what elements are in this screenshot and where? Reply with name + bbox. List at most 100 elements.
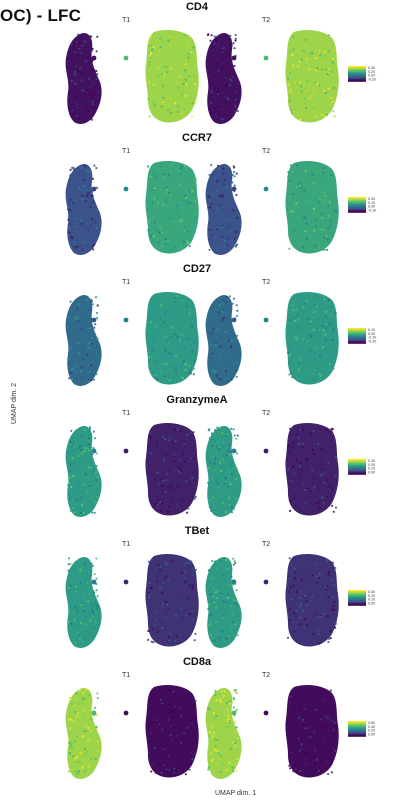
cell-point [211, 757, 214, 760]
cell-point [233, 350, 236, 353]
cell-point [312, 378, 315, 382]
colorbar-step [348, 727, 366, 729]
cell-point [328, 763, 331, 766]
cell-point [179, 328, 182, 331]
cell-point [320, 592, 323, 596]
cell-point [298, 606, 302, 609]
cell-point [334, 622, 337, 625]
cell-point [164, 561, 167, 564]
cell-point [162, 456, 165, 459]
cell-point [77, 371, 80, 374]
cell-point [148, 452, 151, 455]
cell-point [79, 67, 82, 70]
cell-point [319, 219, 322, 222]
cell-point [79, 569, 82, 573]
cell-point [81, 198, 84, 201]
cell-point [87, 443, 90, 446]
cell-point [228, 101, 231, 104]
umap-left-cluster [205, 32, 242, 124]
colorbar-step [348, 590, 366, 592]
cell-point [221, 763, 224, 766]
cell-point [324, 37, 327, 40]
cell-point [148, 581, 151, 584]
cell-point [187, 597, 190, 600]
cell-point [217, 105, 220, 108]
cell-point [76, 302, 79, 305]
cell-point [79, 638, 82, 641]
cell-point [190, 560, 193, 563]
cell-point [88, 342, 91, 345]
cell-point [95, 50, 98, 53]
cell-point [332, 367, 335, 371]
cell-point [81, 249, 84, 252]
panel-label-t1: T1 [122, 17, 130, 24]
cell-point [92, 627, 95, 630]
cell-point [182, 200, 186, 203]
cell-point [183, 732, 186, 735]
cell-point [300, 90, 303, 93]
cell-point [174, 296, 177, 299]
cell-point [182, 377, 185, 380]
cell-point [208, 173, 211, 176]
cell-point [289, 695, 292, 698]
cell-point [221, 310, 224, 313]
cell-point [214, 378, 217, 381]
cell-point [228, 224, 231, 227]
cell-point [92, 446, 95, 449]
cell-point [147, 97, 150, 100]
cell-point [148, 219, 151, 222]
colorbar-legend: 0.400.200.00-0.20 [348, 66, 376, 82]
cell-point [214, 113, 217, 116]
satellite-cluster [91, 448, 97, 454]
cell-point [326, 559, 329, 562]
cell-point [312, 429, 315, 433]
cell-point [236, 614, 239, 617]
cell-point [158, 49, 161, 52]
cell-point [327, 596, 330, 599]
cell-point [187, 34, 190, 37]
cell-point [222, 445, 225, 448]
cell-point [151, 704, 154, 707]
cell-point [320, 201, 323, 204]
cell-point [67, 557, 71, 560]
cell-point [192, 367, 195, 370]
cell-point [73, 610, 76, 613]
cell-point [317, 642, 320, 645]
cell-point [73, 91, 76, 94]
cell-point [211, 735, 214, 738]
cell-point [235, 375, 238, 378]
cell-point [325, 68, 328, 71]
cell-point [296, 590, 299, 593]
cell-point [317, 563, 320, 567]
cell-point [192, 574, 195, 577]
colorbar-step [348, 734, 366, 736]
cell-point [164, 576, 167, 579]
cell-point [213, 639, 216, 642]
cell-point [91, 245, 94, 248]
row-title: GranzymeA [166, 394, 227, 406]
cell-point [178, 466, 181, 469]
cell-point [191, 584, 194, 587]
cell-point [73, 46, 76, 49]
cell-point [227, 54, 230, 57]
cell-point [170, 738, 173, 741]
cell-point [148, 115, 151, 118]
cell-point [208, 499, 211, 502]
satellite-cluster [263, 55, 269, 61]
cell-point [235, 172, 238, 175]
panel-label-t1: T1 [122, 410, 130, 417]
cell-point [167, 718, 170, 721]
cell-point [73, 740, 77, 743]
cell-point [323, 376, 326, 379]
cell-point [179, 609, 182, 612]
cell-point [221, 630, 224, 633]
cell-point [78, 689, 81, 692]
cell-point [164, 491, 167, 494]
cell-point [236, 600, 239, 603]
cell-point [91, 303, 94, 306]
cell-point [164, 191, 167, 194]
cell-point [180, 571, 183, 574]
cell-point [230, 465, 233, 468]
cell-point [331, 578, 334, 581]
cell-point [334, 474, 337, 477]
